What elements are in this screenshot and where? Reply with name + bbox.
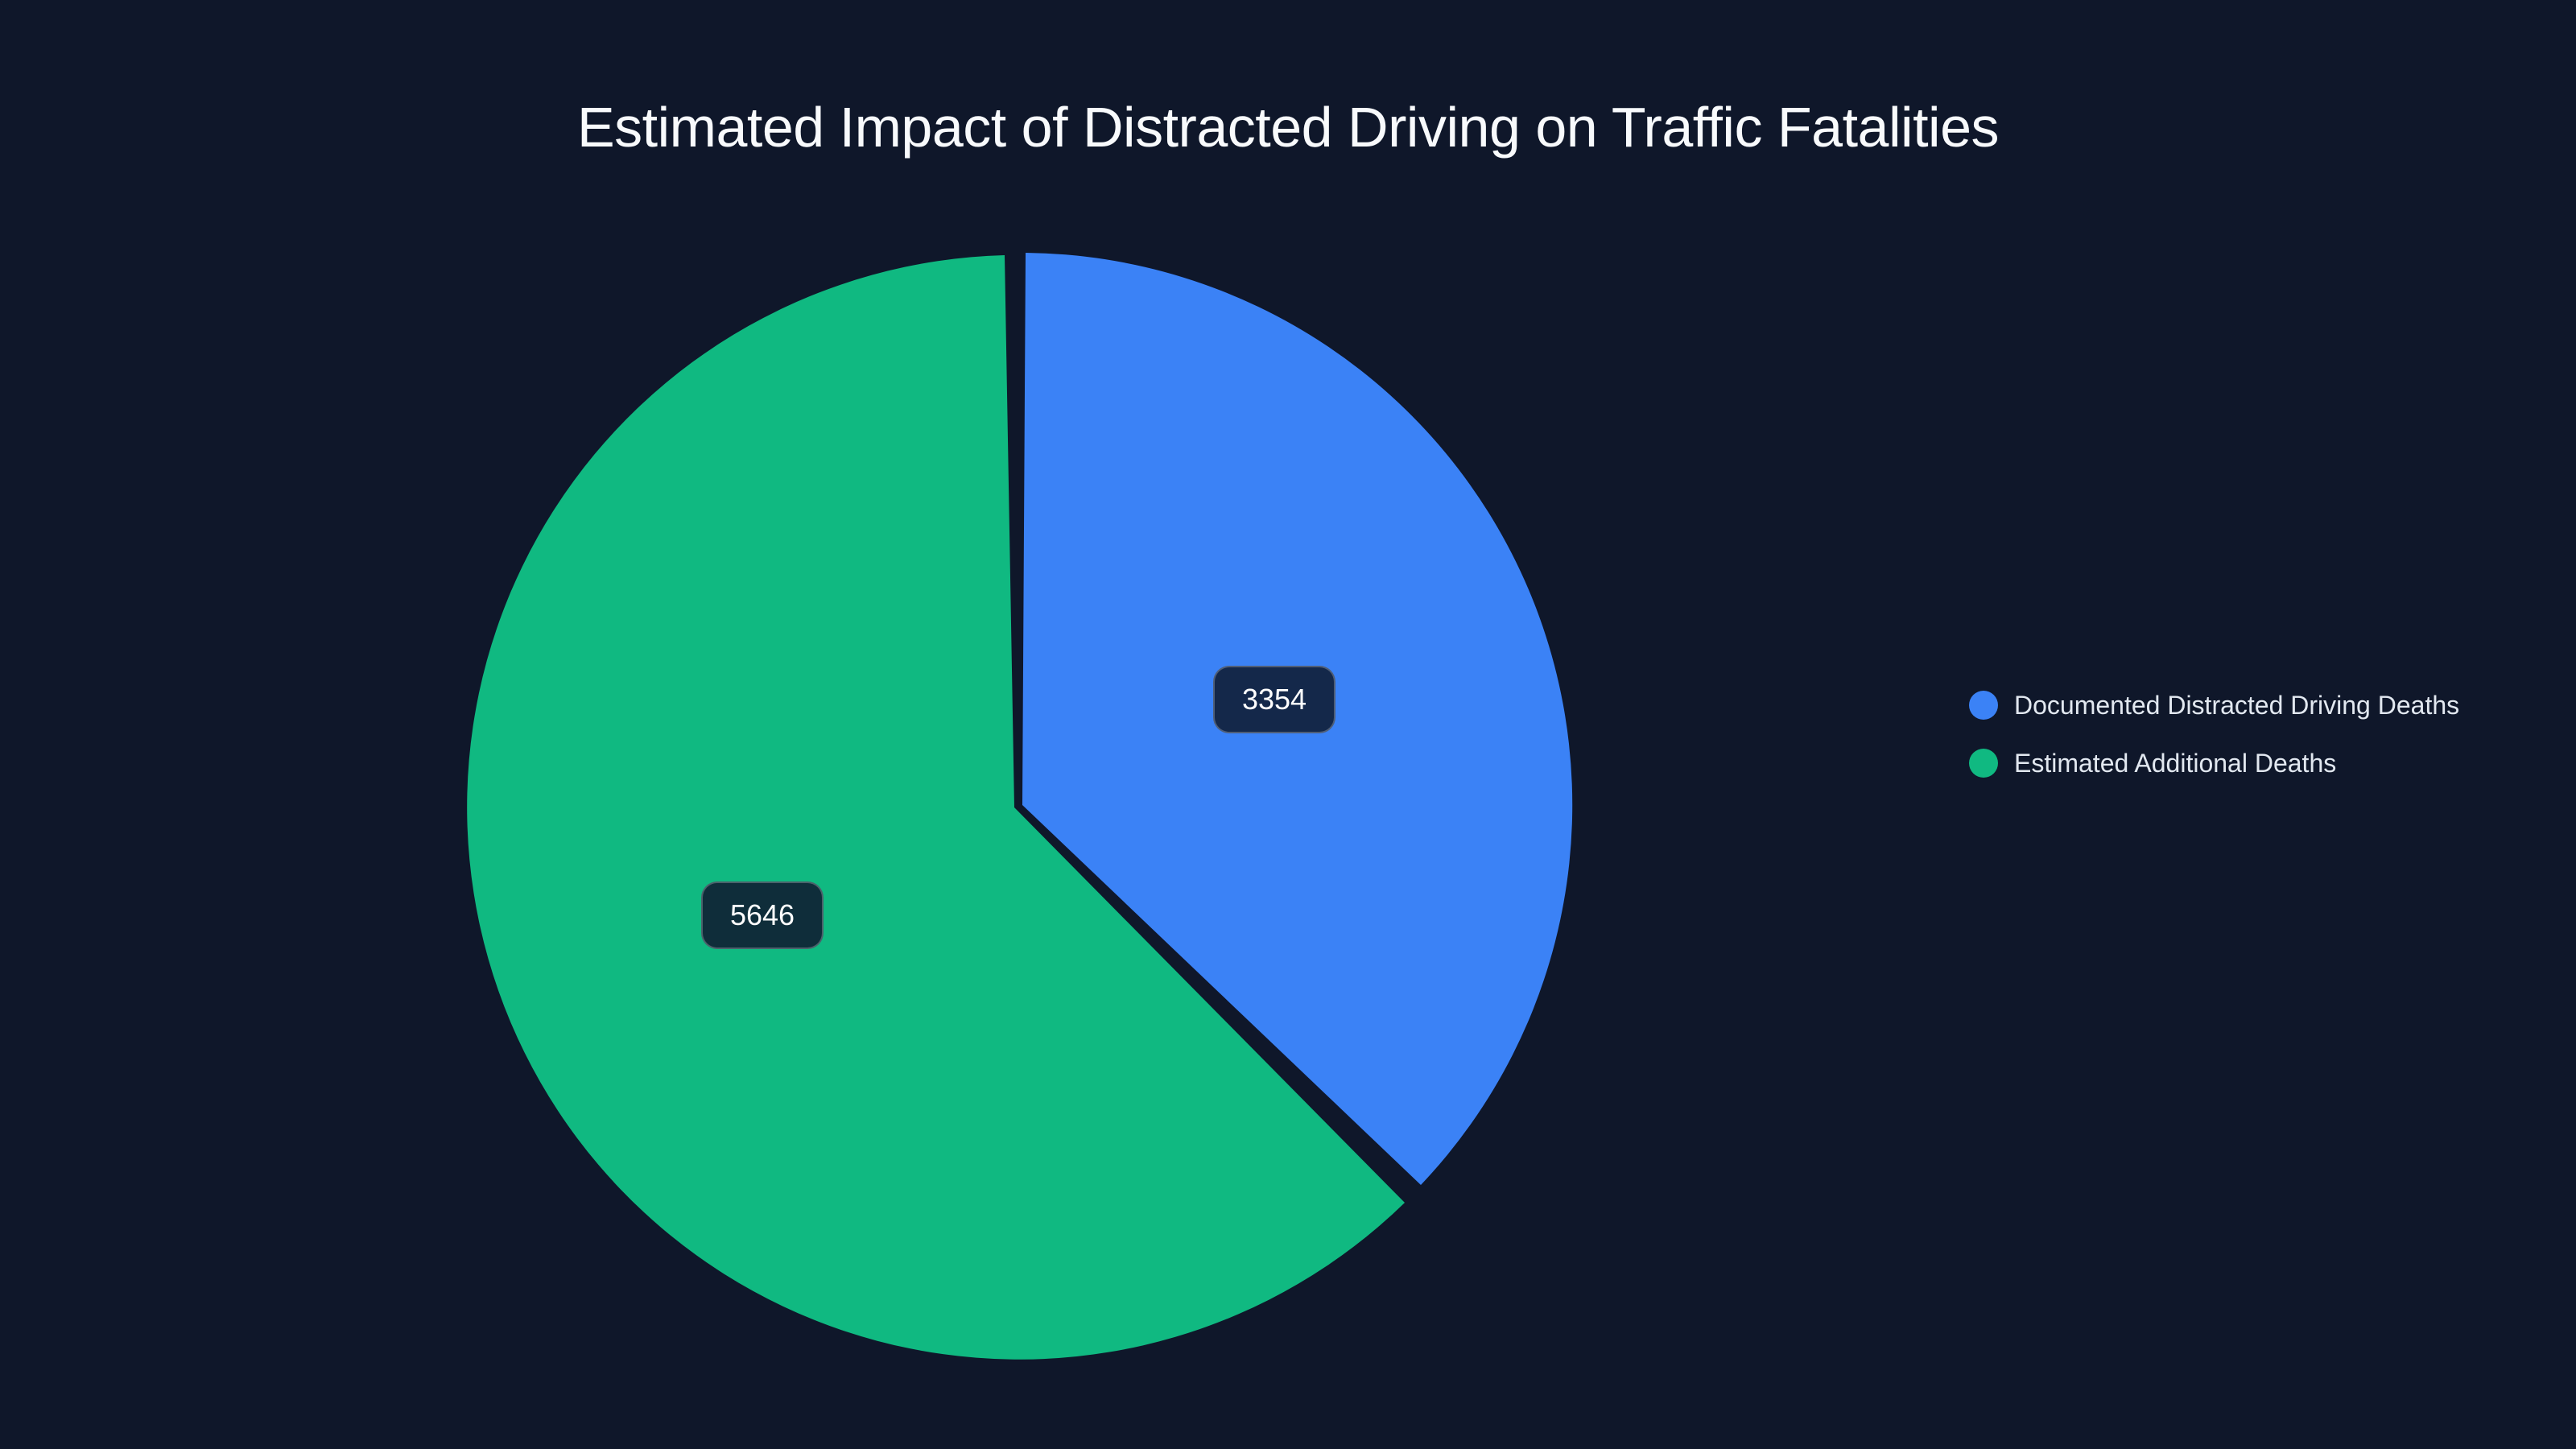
data-label-additional: 5646 [701, 881, 824, 949]
legend-dot-blue-icon [1969, 691, 1998, 720]
pie-slice-estimated-additional-deaths[interactable] [467, 255, 1405, 1360]
chart-title: Estimated Impact of Distracted Driving o… [576, 96, 2000, 159]
data-label-documented: 3354 [1213, 666, 1335, 733]
legend: Documented Distracted Driving Deaths Est… [1969, 676, 2459, 792]
data-label-additional-value: 5646 [729, 898, 795, 931]
legend-item-documented[interactable]: Documented Distracted Driving Deaths [1969, 676, 2459, 734]
legend-label: Documented Distracted Driving Deaths [2014, 690, 2460, 720]
legend-dot-green-icon [1969, 749, 1998, 778]
data-label-documented-value: 3354 [1241, 683, 1307, 716]
legend-label: Estimated Additional Deaths [2014, 748, 2337, 778]
legend-item-additional[interactable]: Estimated Additional Deaths [1969, 734, 2459, 792]
